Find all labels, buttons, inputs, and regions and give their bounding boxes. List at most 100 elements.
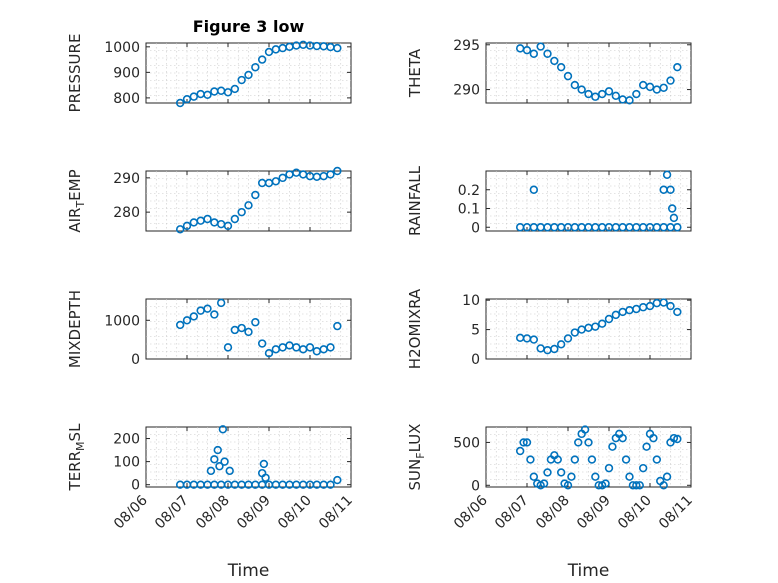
data-point: [577, 85, 586, 94]
data-point: [556, 468, 566, 477]
y-tick-label: 0: [131, 478, 140, 494]
y-tick-label: 290: [453, 83, 480, 99]
y-axis-label: SUNFLUX: [406, 424, 427, 491]
data-point: [237, 207, 246, 217]
subplot-8: 0 500 08/06 08/07 08/08 08/09 08/10 08/11 Time SU…: [406, 424, 696, 581]
y-tick-label: 200: [113, 432, 140, 448]
data-point: [529, 472, 539, 481]
data-point: [261, 473, 270, 482]
data-point: [553, 455, 562, 464]
data-point: [244, 201, 253, 210]
data-point: [669, 433, 679, 443]
data-point: [182, 316, 192, 325]
series-points: [515, 42, 682, 105]
data-point: [673, 62, 682, 72]
data-point: [237, 75, 246, 85]
data-point: [529, 49, 539, 58]
x-tick-label: 08/09: [234, 493, 274, 533]
series-points: [515, 298, 682, 355]
data-point: [220, 457, 229, 466]
data-point: [550, 56, 559, 66]
data-point: [215, 462, 224, 471]
data-point: [539, 479, 549, 488]
y-tick-label: 800: [113, 91, 140, 107]
data-point: [584, 438, 593, 447]
data-point: [673, 307, 682, 317]
data-point: [611, 91, 621, 101]
y-tick-label: 10: [462, 293, 480, 309]
data-point: [278, 173, 287, 183]
data-point: [529, 185, 539, 194]
x-tick-label: 08/11: [316, 493, 356, 533]
data-point: [597, 89, 607, 99]
series-points: [175, 166, 342, 234]
x-tick-label: 08/07: [152, 493, 192, 533]
data-point: [618, 433, 627, 443]
data-point: [543, 468, 552, 477]
data-point: [584, 89, 593, 99]
data-point: [175, 98, 185, 108]
series-points: [515, 425, 682, 490]
data-point: [244, 70, 253, 80]
subplot-3: 280 290 AIRTEMP: [66, 166, 352, 234]
data-point: [550, 344, 559, 354]
data-point: [271, 177, 281, 186]
data-point: [638, 463, 648, 473]
data-point: [645, 301, 655, 311]
data-point: [257, 339, 267, 348]
series-points: [515, 170, 682, 232]
data-point: [175, 320, 185, 330]
subplot-5: 0 1000 MIXDEPTH: [66, 290, 352, 368]
subplot-4: 0 0.1 0.2 RAINFALL: [406, 165, 692, 236]
data-point: [567, 472, 576, 481]
y-tick-label: 0: [471, 352, 480, 368]
data-point: [251, 190, 260, 200]
data-point: [251, 63, 260, 72]
data-point: [673, 223, 682, 232]
data-point: [213, 445, 222, 455]
data-point: [587, 455, 597, 464]
y-axis-label: H2OMIXRA: [406, 288, 424, 369]
y-tick-label: 0: [471, 220, 480, 236]
data-point: [635, 481, 644, 490]
y-tick-label: 100: [113, 455, 140, 471]
y-tick-label: 0: [471, 478, 480, 494]
x-tick-label: 08/09: [574, 493, 614, 533]
y-axis-label: PRESSURE: [66, 34, 84, 113]
data-point: [536, 42, 545, 51]
data-point: [206, 466, 216, 476]
data-point: [580, 425, 590, 434]
data-point: [182, 94, 192, 104]
y-tick-label: 0.2: [458, 183, 480, 199]
data-point: [251, 318, 260, 327]
data-point: [264, 47, 274, 57]
y-tick-label: 295: [453, 38, 480, 54]
y-tick-label: 290: [113, 171, 140, 187]
subplot-7: 0 100 200 08/06 08/07 08/08 08/09 08/10 08/11 Tim…: [66, 423, 356, 581]
data-point: [230, 84, 240, 94]
y-tick-label: 0.1: [458, 202, 480, 218]
data-point: [668, 204, 677, 213]
data-point: [591, 472, 600, 481]
data-point: [563, 71, 573, 81]
data-point: [529, 335, 539, 344]
data-point: [570, 328, 580, 337]
data-point: [519, 438, 528, 447]
axes-frame: [145, 426, 352, 488]
data-point: [659, 481, 668, 490]
data-point: [526, 455, 535, 464]
y-tick-label: 900: [113, 65, 140, 81]
data-point: [621, 455, 631, 464]
data-point: [223, 343, 233, 352]
data-point: [203, 214, 212, 224]
y-tick-label: 1000: [104, 313, 140, 329]
data-point: [625, 96, 634, 105]
data-point: [333, 43, 342, 53]
data-point: [210, 310, 219, 319]
x-tick-label: 08/11: [656, 493, 696, 533]
x-tick-label: 08/06: [451, 492, 491, 532]
y-axis-label: MIXDEPTH: [66, 290, 84, 368]
data-point: [333, 166, 342, 176]
subplot-1: 800 900 1000 PRESSURE Figure 3 low: [66, 17, 352, 113]
